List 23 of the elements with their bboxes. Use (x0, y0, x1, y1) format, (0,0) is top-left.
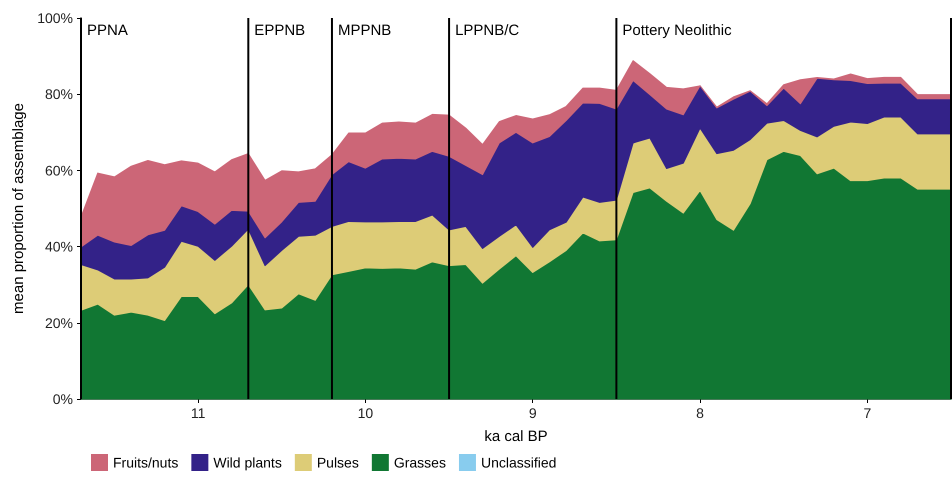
ref-line-label: PPNA (87, 22, 128, 39)
y-tick-label: 60% (44, 162, 73, 178)
y-tick-label: 80% (44, 86, 73, 102)
legend-label: Unclassified (480, 454, 556, 470)
x-tick-label: 7 (863, 405, 872, 421)
legend-label: Pulses (316, 454, 359, 470)
ref-line-label: EPPNB (254, 22, 306, 39)
x-tick-label: 8 (696, 405, 704, 421)
x-tick-label: 11 (190, 405, 206, 421)
y-tick-label: 40% (44, 238, 73, 255)
ref-line-label: Pottery Neolithic (622, 22, 732, 39)
x-tick-label: 9 (528, 405, 537, 421)
legend-label: Fruits/nuts (113, 454, 178, 470)
x-axis-title: ka cal BP (484, 428, 548, 445)
y-tick-label: 100% (37, 10, 73, 26)
legend-label: Grasses (394, 454, 446, 470)
ref-line-label: LPPNB/C (455, 22, 520, 39)
ref-line-label: MPPNB (338, 22, 392, 39)
y-tick-label: 0% (52, 391, 73, 407)
x-tick-label: 10 (358, 405, 374, 421)
legend-label: Wild plants (213, 454, 282, 470)
y-axis-title: mean proportion of assemblage (10, 103, 27, 314)
y-tick-label: 20% (44, 314, 73, 331)
